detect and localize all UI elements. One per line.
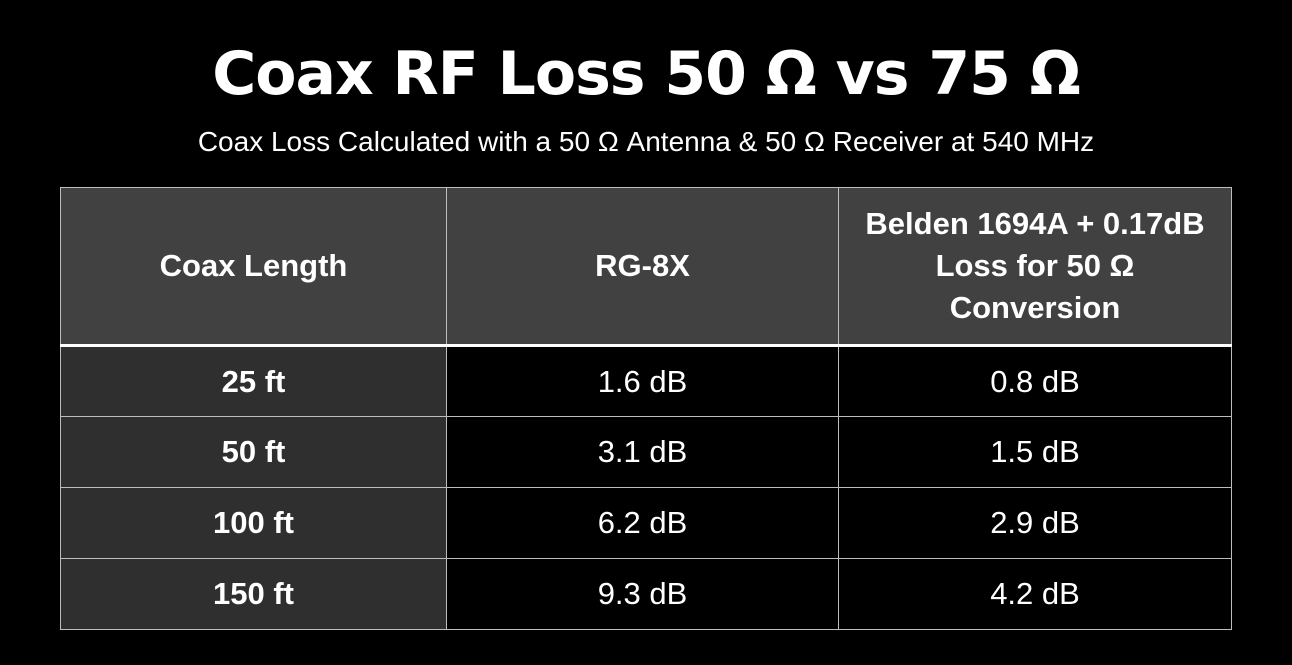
cell-rg-8x-loss: 9.3 dB	[446, 558, 839, 630]
cell-rg-8x-loss: 6.2 dB	[446, 487, 839, 559]
cell-belden-loss: 4.2 dB	[838, 558, 1232, 630]
table-row: 25 ft 1.6 dB 0.8 dB	[60, 345, 1232, 417]
cell-rg-8x-loss: 1.6 dB	[446, 345, 839, 417]
table-row: 100 ft 6.2 dB 2.9 dB	[60, 487, 1232, 559]
cell-belden-loss: 1.5 dB	[838, 416, 1232, 488]
table-row: 150 ft 9.3 dB 4.2 dB	[60, 558, 1232, 630]
cell-length: 50 ft	[60, 416, 447, 488]
header-rg-8x: RG-8X	[446, 187, 839, 347]
cell-rg-8x-loss: 3.1 dB	[446, 416, 839, 488]
coax-loss-table: Coax Length RG-8X Belden 1694A + 0.17dB …	[60, 187, 1232, 630]
table-body: 25 ft 1.6 dB 0.8 dB 50 ft 3.1 dB 1.5 dB …	[60, 345, 1232, 630]
cell-length: 100 ft	[60, 487, 447, 559]
table-header: Coax Length RG-8X Belden 1694A + 0.17dB …	[60, 187, 1232, 347]
cell-belden-loss: 0.8 dB	[838, 345, 1232, 417]
header-coax-length: Coax Length	[60, 187, 447, 347]
cell-belden-loss: 2.9 dB	[838, 487, 1232, 559]
page-title: Coax RF Loss 50 Ω vs 75 Ω	[212, 39, 1081, 109]
cell-length: 150 ft	[60, 558, 447, 630]
header-belden-1694a: Belden 1694A + 0.17dB Loss for 50 Ω Conv…	[838, 187, 1232, 347]
header-row: Coax Length RG-8X Belden 1694A + 0.17dB …	[60, 187, 1232, 347]
table-row: 50 ft 3.1 dB 1.5 dB	[60, 416, 1232, 488]
page-subtitle: Coax Loss Calculated with a 50 Ω Antenna…	[197, 126, 1095, 157]
cell-length: 25 ft	[60, 345, 447, 417]
